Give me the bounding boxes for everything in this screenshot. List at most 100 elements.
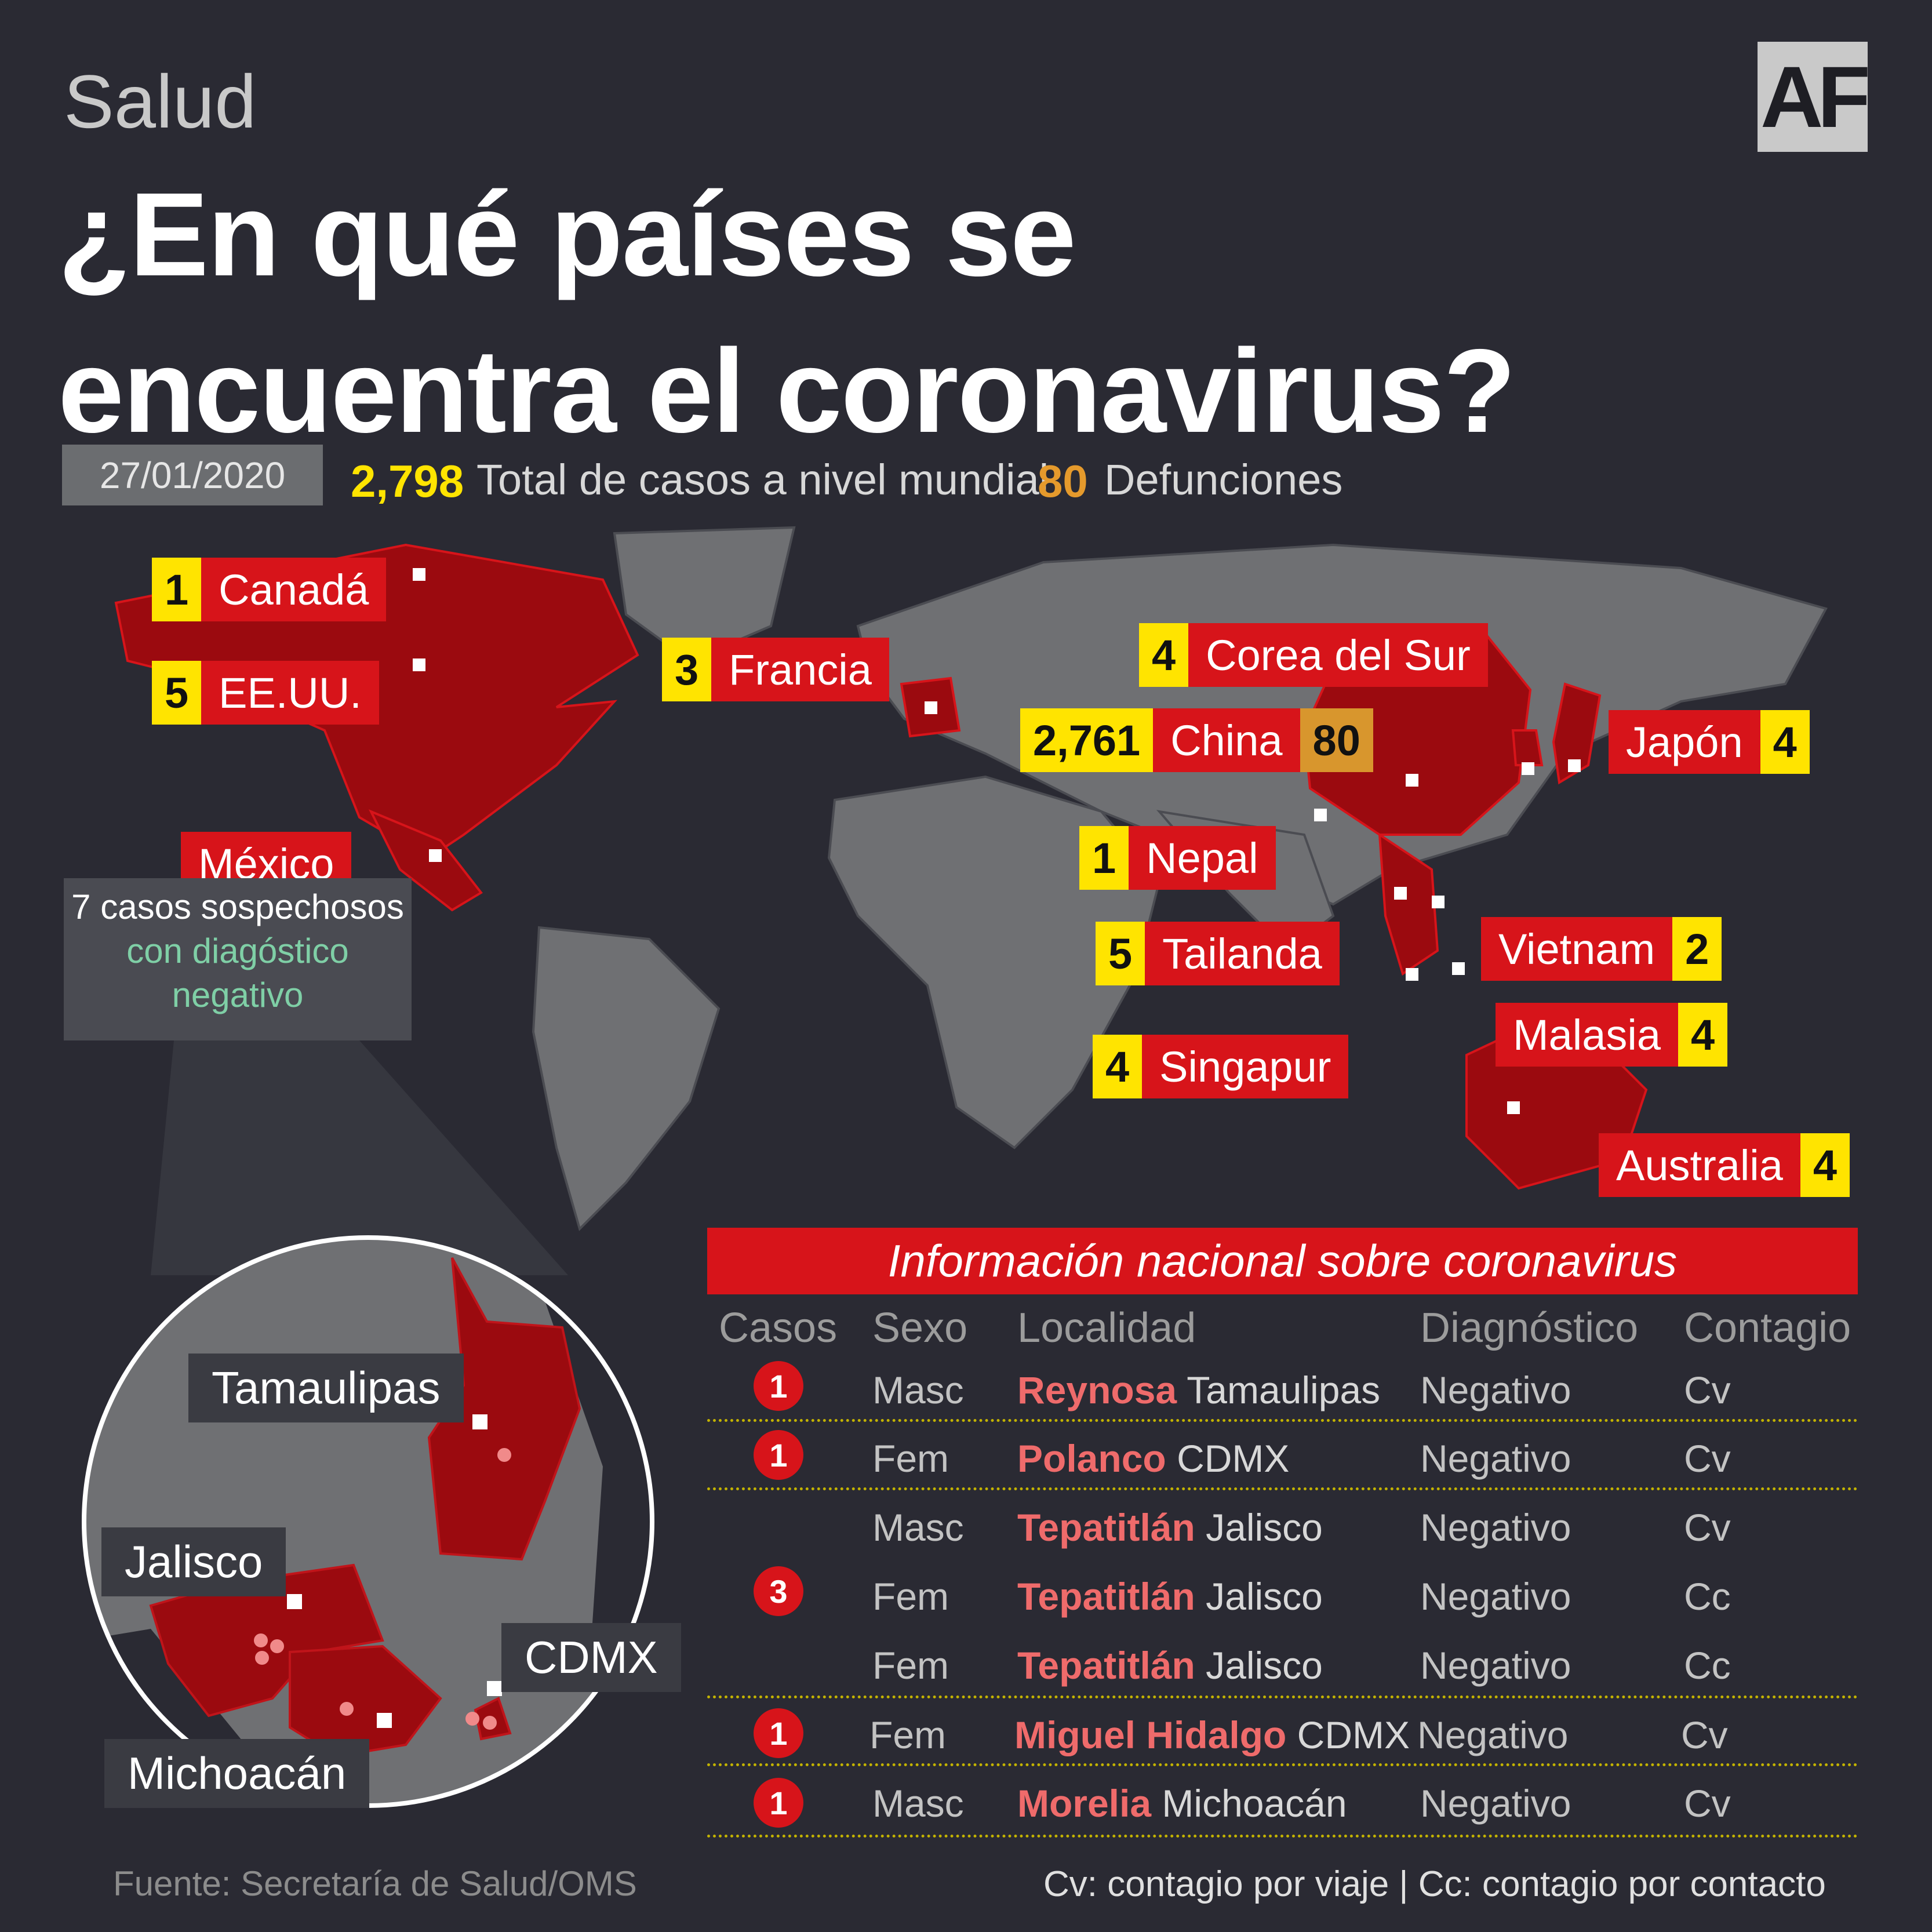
row-contagion: Cv [1684,1369,1731,1411]
inset-case-dots [254,1448,511,1730]
row-city: Morelia [1017,1782,1152,1825]
row-sex: Fem [872,1644,949,1687]
china-name: China [1153,708,1300,772]
row-state: CDMX [1177,1437,1290,1480]
japan-shape [1552,682,1602,785]
row-location: Reynosa Tamaulipas [1017,1368,1380,1412]
row-city: Tepatitlán [1017,1506,1195,1549]
vietnam-name: Vietnam [1481,917,1673,981]
south-america [532,926,721,1231]
mexico-note-line1: 7 casos sospechosos [71,887,404,926]
tag-canada: 1 Canadá [152,558,387,621]
row-contagion: Cc [1684,1644,1731,1687]
michoacan-shape [289,1644,442,1758]
section-label: Salud [64,59,257,144]
col-contagio: Contagio [1684,1305,1851,1351]
australia-cases: 4 [1800,1133,1850,1197]
row-diagnosis: Negativo [1420,1437,1571,1480]
row-divider [707,1487,1858,1490]
tag-malaysia: Malasia 4 [1496,1003,1728,1067]
location-markers [413,568,1581,1114]
col-casos: Casos [719,1305,838,1351]
case-count-badge: 1 [754,1361,803,1411]
row-divider [707,1835,1858,1838]
page-title: ¿En qué países se encuentra el coronavir… [58,157,1516,470]
deaths-label: Defunciones [1104,456,1343,504]
malaysia-name: Malasia [1496,1003,1678,1067]
australia-name: Australia [1599,1133,1800,1197]
tag-nepal: 1 Nepal [1079,826,1276,890]
mexico-shape [368,809,483,912]
row-contagion: Cc [1684,1575,1731,1618]
row-divider [707,1763,1858,1766]
africa [827,775,1161,1149]
row-state: Michoacán [1162,1782,1347,1825]
vietnam-cases: 2 [1672,917,1722,981]
row-state: Tamaulipas [1187,1369,1381,1411]
tag-china: 2,761 China 80 [1020,708,1373,772]
label-cdmx: CDMX [501,1623,681,1692]
korea-shape [1511,729,1544,766]
thailand-name: Tailanda [1145,922,1340,985]
tag-japan: Japón 4 [1609,710,1810,774]
row-state: Jalisco [1206,1506,1323,1549]
row-location: Tepatitlán Jalisco [1017,1643,1323,1687]
row-divider [707,1419,1858,1422]
row-city: Reynosa [1017,1369,1177,1411]
deaths-value: 80 [1038,456,1088,507]
date-badge: 27/01/2020 [62,445,323,505]
col-localidad: Localidad [1017,1305,1196,1351]
af-logo: AF [1758,42,1871,152]
nepal-cases: 1 [1079,826,1129,890]
row-sex: Masc [872,1369,964,1411]
row-location: Morelia Michoacán [1017,1781,1347,1825]
label-jalisco: Jalisco [101,1527,286,1596]
south-korea-cases: 4 [1139,623,1189,687]
tag-thailand: 5 Tailanda [1096,922,1340,985]
row-contagion: Cv [1684,1437,1731,1480]
row-location: Tepatitlán Jalisco [1017,1505,1323,1549]
row-location: Tepatitlán Jalisco [1017,1574,1323,1618]
tag-france: 3 Francia [662,638,889,701]
tag-south-korea: 4 Corea del Sur [1139,623,1488,687]
row-contagion: Cv [1684,1506,1731,1549]
row-sex: Fem [872,1437,949,1480]
row-sex: Fem [872,1575,949,1618]
mexico-note-line3: negativo [172,976,304,1014]
row-diagnosis: Negativo [1420,1644,1571,1687]
row-divider [707,1695,1858,1698]
row-diagnosis: Negativo [1420,1369,1571,1411]
total-cases-value: 2,798 [351,456,464,507]
singapore-name: Singapur [1142,1035,1349,1098]
china-cases: 2,761 [1020,708,1154,772]
case-count-badge: 1 [754,1430,803,1480]
case-count-badge: 1 [754,1708,803,1758]
mexico-note: 7 casos sospechosos con diagóstico negat… [64,878,412,1040]
canada-cases: 1 [152,558,202,621]
row-city: Tepatitlán [1017,1644,1195,1687]
row-location: Polanco CDMX [1017,1436,1289,1480]
se-asia-shape [1378,832,1439,976]
france-cases: 3 [662,638,712,701]
malaysia-cases: 4 [1678,1003,1728,1067]
label-tamaulipas: Tamaulipas [188,1354,464,1422]
tag-usa: 5 EE.UU. [152,661,379,725]
japan-cases: 4 [1760,710,1810,774]
row-state: CDMX [1297,1713,1410,1756]
row-contagion: Cv [1681,1713,1728,1756]
france-name: Francia [711,638,889,701]
label-michoacan: Michoacán [104,1739,370,1808]
canada-name: Canadá [201,558,387,621]
source-note: Fuente: Secretaría de Salud/OMS [113,1864,637,1903]
south-korea-name: Corea del Sur [1188,623,1488,687]
inset-markers [287,1414,502,1728]
row-city: Miguel Hidalgo [1014,1713,1287,1756]
title-line-2: encuentra el coronavirus? [58,325,1516,457]
col-sexo: Sexo [872,1305,968,1351]
case-count-badge: 3 [754,1566,803,1616]
row-city: Tepatitlán [1017,1575,1195,1618]
row-city: Polanco [1017,1437,1166,1480]
table-title: Información nacional sobre coronavirus [707,1228,1858,1294]
usa-cases: 5 [152,661,202,725]
nepal-name: Nepal [1129,826,1276,890]
